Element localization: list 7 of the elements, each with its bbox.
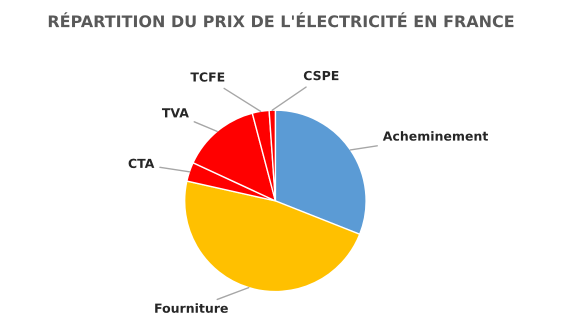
slice-label: TVA <box>162 108 189 118</box>
slice-label: CSPE <box>304 70 338 80</box>
slice-label: Fourniture <box>155 303 228 313</box>
chart-title: RÉPARTITION DU PRIX DE L'ÉLECTRICITÉ EN FRANCE <box>48 12 514 28</box>
slice-label: CTA <box>128 158 154 168</box>
slice-label: TCFE <box>190 72 224 82</box>
slice-label: Acheminement <box>382 131 488 141</box>
